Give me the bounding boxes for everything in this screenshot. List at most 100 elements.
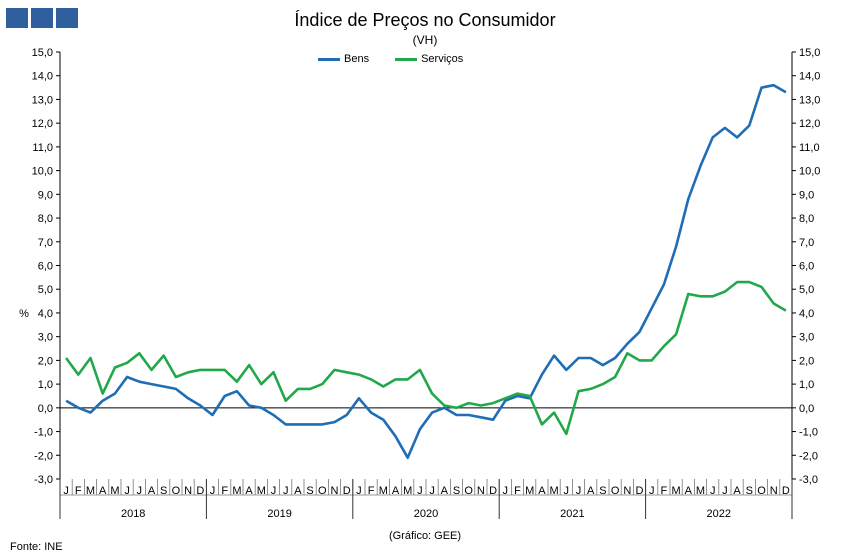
y-tick-label-left: 8,0 — [38, 213, 53, 225]
y-tick-label-right: -3,0 — [799, 474, 818, 486]
month-label: O — [757, 485, 766, 497]
y-tick-label-left: 7,0 — [38, 237, 53, 249]
month-label: J — [564, 485, 570, 497]
month-label: S — [306, 485, 313, 497]
month-label: J — [210, 485, 216, 497]
month-label: A — [685, 485, 693, 497]
year-label: 2018 — [121, 508, 145, 520]
y-tick-label-left: 13,0 — [32, 94, 53, 106]
month-label: S — [453, 485, 460, 497]
month-label: J — [63, 485, 69, 497]
month-label: D — [782, 485, 790, 497]
source-text: Fonte: INE — [10, 541, 63, 553]
year-label: 2021 — [560, 508, 584, 520]
month-label: N — [770, 485, 778, 497]
y-tick-label-right: 14,0 — [799, 71, 820, 83]
y-tick-label-left: 15,0 — [32, 47, 53, 59]
y-tick-label-right: 0,0 — [799, 403, 814, 415]
month-label: F — [221, 485, 228, 497]
month-label: M — [379, 485, 388, 497]
y-tick-label-left: 14,0 — [32, 71, 53, 83]
chart-subtitle: (VH) — [412, 33, 438, 47]
y-tick-label-left: 9,0 — [38, 189, 53, 201]
y-tick-label-left: 3,0 — [38, 332, 53, 344]
y-tick-label-left: 2,0 — [38, 355, 53, 367]
y-tick-label-right: 3,0 — [799, 332, 814, 344]
month-label: S — [599, 485, 606, 497]
month-label: J — [124, 485, 130, 497]
y-tick-label-right: 6,0 — [799, 261, 814, 273]
month-label: S — [160, 485, 167, 497]
series-line-bens — [65, 83, 787, 460]
month-label: M — [232, 485, 241, 497]
month-label: F — [75, 485, 82, 497]
ine-logo-icon — [6, 8, 78, 28]
y-tick-label-right: 7,0 — [799, 237, 814, 249]
month-label: M — [672, 485, 681, 497]
month-label: N — [331, 485, 339, 497]
legend-label-bens: Bens — [344, 53, 370, 65]
y-tick-label-right: 10,0 — [799, 166, 820, 178]
month-label: J — [503, 485, 509, 497]
y-tick-label-right: 15,0 — [799, 47, 820, 59]
y-tick-label-left: -2,0 — [34, 450, 53, 462]
month-label: M — [525, 485, 534, 497]
month-label: J — [649, 485, 655, 497]
y-tick-label-right: 2,0 — [799, 355, 814, 367]
legend-item-bens: Bens — [318, 53, 369, 65]
month-label: D — [636, 485, 644, 497]
month-label: M — [550, 485, 559, 497]
month-label: F — [514, 485, 521, 497]
chart-note: (Gráfico: GEE) — [388, 530, 462, 542]
month-label: A — [441, 485, 449, 497]
y-tick-label-left: 10,0 — [32, 166, 53, 178]
y-tick-label-right: 8,0 — [799, 213, 814, 225]
year-label: 2020 — [414, 508, 438, 520]
y-tick-label-right: 12,0 — [799, 118, 820, 130]
y-tick-label-left: 6,0 — [38, 261, 53, 273]
month-label: D — [196, 485, 204, 497]
legend-label-servicos: Serviços — [421, 53, 464, 65]
month-label: A — [538, 485, 546, 497]
y-tick-label-right: 4,0 — [799, 308, 814, 320]
month-label: A — [733, 485, 741, 497]
y-tick-label-right: 13,0 — [799, 94, 820, 106]
month-label: O — [172, 485, 181, 497]
month-label: F — [661, 485, 668, 497]
y-tick-label-right: 5,0 — [799, 284, 814, 296]
month-label: A — [587, 485, 595, 497]
y-tick-label-right: -2,0 — [799, 450, 818, 462]
month-label: N — [477, 485, 485, 497]
y-tick-label-right: 11,0 — [799, 142, 820, 154]
y-tick-label-left: 5,0 — [38, 284, 53, 296]
month-label: O — [318, 485, 327, 497]
month-label: J — [429, 485, 435, 497]
month-label: A — [294, 485, 302, 497]
month-label: D — [489, 485, 497, 497]
legend-swatch-servicos — [395, 57, 418, 61]
month-label: M — [403, 485, 412, 497]
month-label: O — [611, 485, 620, 497]
month-label: J — [722, 485, 728, 497]
y-tick-label-right: 9,0 — [799, 189, 814, 201]
series-line-servicos — [65, 280, 787, 436]
y-tick-label-left: 11,0 — [32, 142, 53, 154]
legend-item-servicos: Serviços — [395, 53, 463, 65]
month-label: J — [283, 485, 289, 497]
month-label: J — [417, 485, 423, 497]
month-label: A — [148, 485, 156, 497]
month-label: M — [86, 485, 95, 497]
year-label: 2019 — [267, 508, 291, 520]
y-tick-label-left: 1,0 — [38, 379, 53, 391]
month-label: O — [464, 485, 473, 497]
month-label: M — [110, 485, 119, 497]
month-label: M — [257, 485, 266, 497]
legend-swatch-bens — [318, 57, 340, 61]
chart-title: Índice de Preços no Consumidor — [294, 10, 556, 30]
year-label: 2022 — [707, 508, 731, 520]
y-tick-label-left: 4,0 — [38, 308, 53, 320]
month-label: N — [184, 485, 192, 497]
y-tick-label-left: 0,0 — [38, 403, 53, 415]
y-tick-label-left: 12,0 — [32, 118, 53, 130]
